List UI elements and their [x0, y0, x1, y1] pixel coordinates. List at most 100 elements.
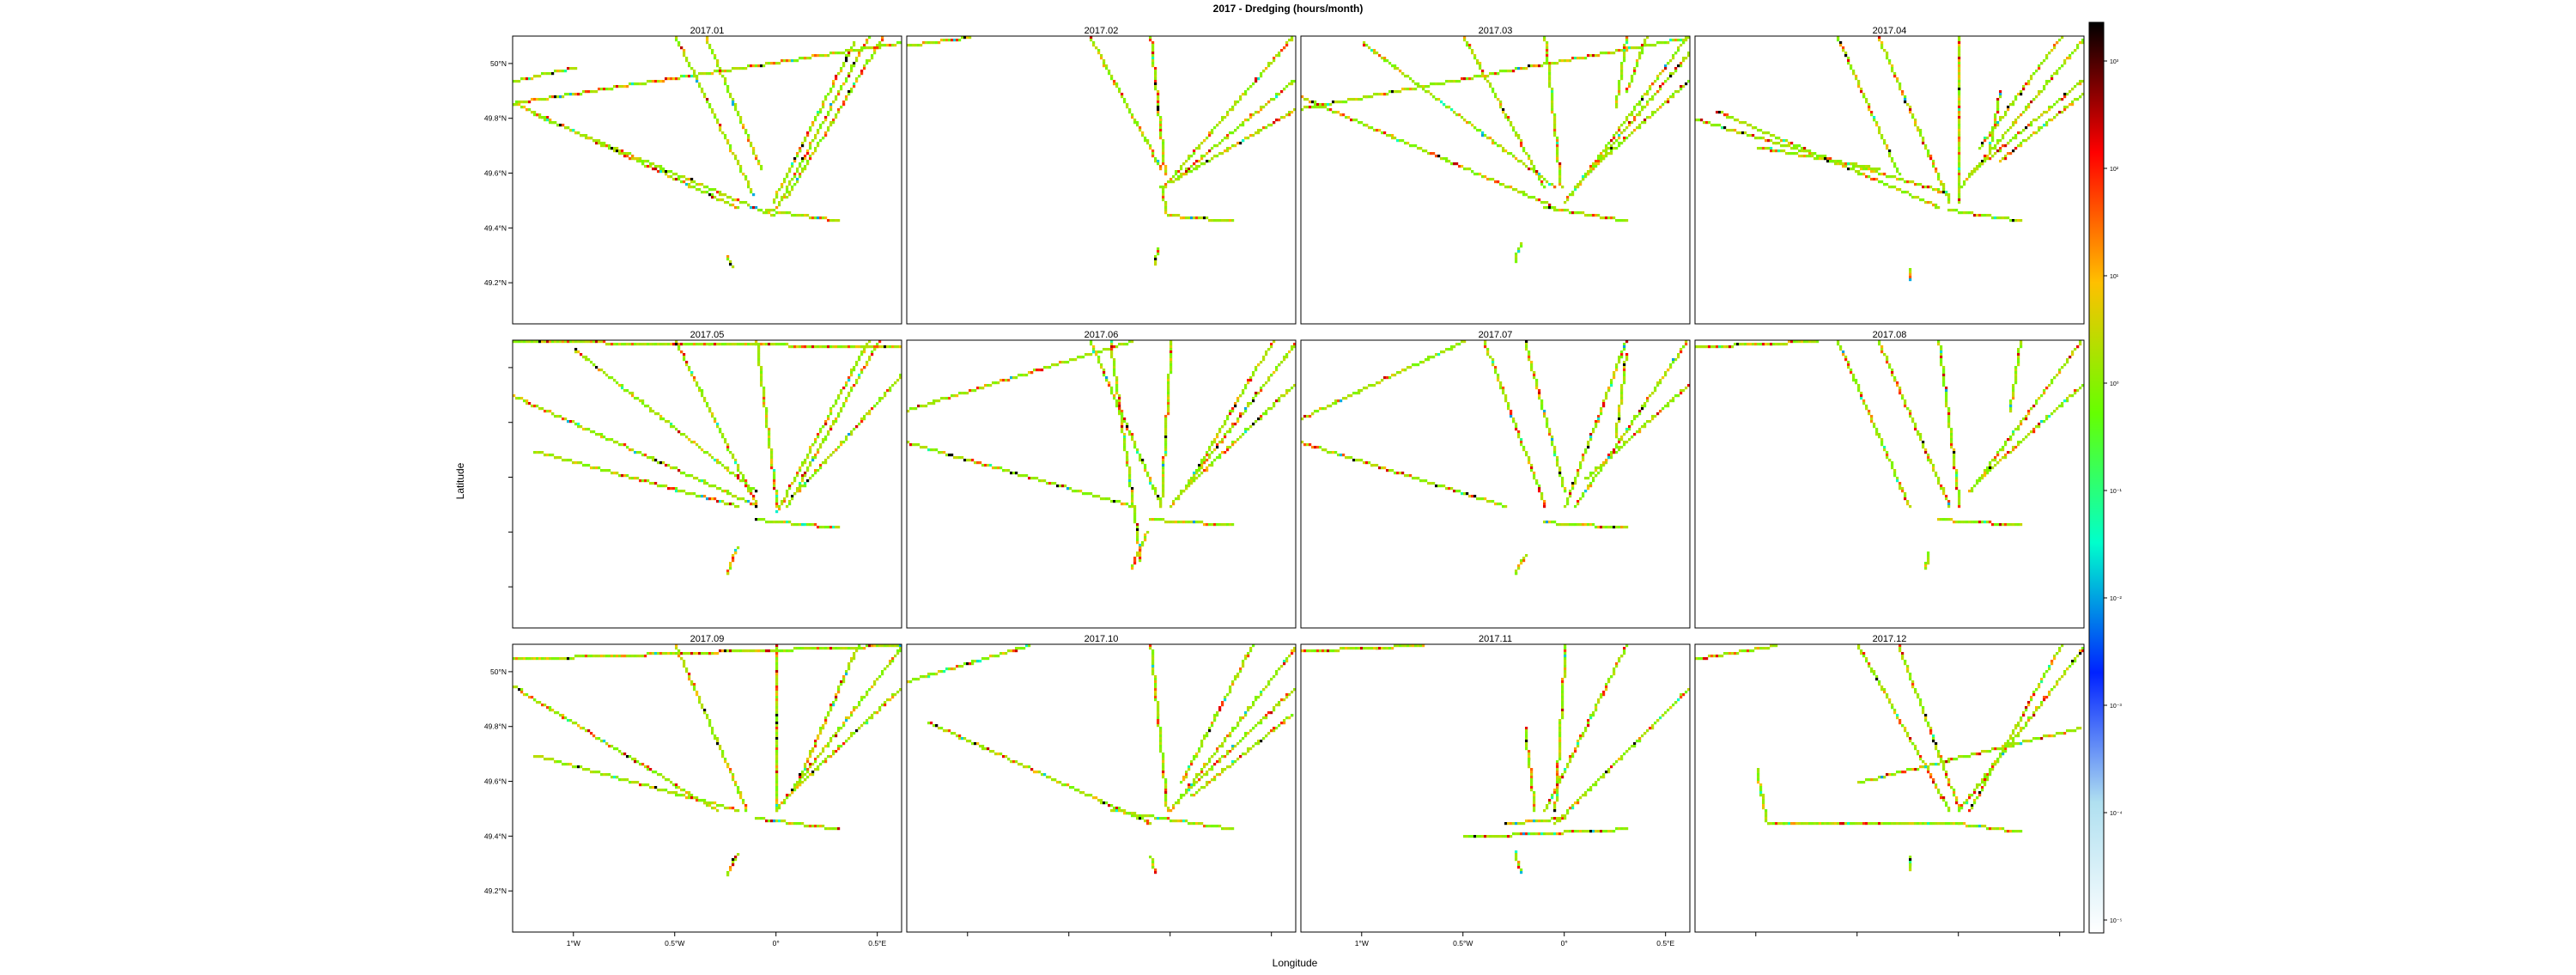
track-cell [1108, 497, 1111, 501]
track-cell [1726, 113, 1729, 117]
track-cell [716, 461, 720, 465]
track-cell [1620, 62, 1624, 65]
track-cell [1932, 466, 1935, 470]
track-cell [1852, 72, 1856, 76]
track-cell [1623, 348, 1626, 351]
track-cell [866, 39, 869, 42]
track-cell [744, 201, 748, 204]
track-cell [1414, 88, 1418, 91]
track-cell [768, 438, 771, 442]
track-cell [829, 219, 833, 222]
track-cell [1592, 214, 1595, 217]
track-cell [1649, 420, 1652, 424]
track-cell [1273, 57, 1276, 60]
track-cell [863, 345, 866, 349]
track-cell [1610, 456, 1613, 460]
track-cell [582, 340, 586, 344]
track-cell [1708, 345, 1711, 349]
track-cell [1940, 487, 1943, 491]
track-cell [1036, 477, 1039, 480]
track-cell [1643, 119, 1647, 122]
track-cell [1126, 451, 1129, 454]
track-cell [1226, 134, 1230, 137]
track-cell [1157, 160, 1160, 163]
track-cell [1942, 492, 1946, 496]
track-cell [1115, 389, 1119, 393]
track-cell [1391, 469, 1394, 472]
track-cell [750, 343, 753, 346]
track-cell [1347, 456, 1351, 460]
track-cell [1883, 448, 1886, 452]
track-cell [696, 77, 699, 81]
track-cell [1852, 376, 1856, 380]
track-cell [1579, 57, 1583, 60]
track-cell [1468, 44, 1472, 47]
track-cell [1154, 67, 1157, 70]
track-cell [1860, 392, 1863, 395]
track-cell [647, 456, 650, 460]
track-cell [2048, 106, 2051, 109]
track-cell [1404, 474, 1407, 478]
track-cell [559, 415, 562, 418]
track-cell [1896, 381, 1899, 385]
track-cell [1546, 521, 1549, 524]
track-cell [793, 214, 797, 217]
track-cell [1870, 168, 1874, 171]
track-cell [1674, 394, 1678, 398]
track-cell [914, 44, 918, 47]
track-cell [1291, 39, 1294, 42]
track-cell [1170, 350, 1173, 354]
track-cell [1625, 116, 1629, 119]
track-cell [1216, 523, 1219, 527]
track-cell [1538, 392, 1541, 395]
track-cell [1605, 52, 1608, 55]
track-cell [1741, 343, 1745, 346]
track-cell [685, 474, 689, 478]
track-cell [940, 39, 944, 42]
track-cell [1149, 482, 1152, 485]
track-cell [541, 340, 544, 344]
track-cell [1893, 72, 1897, 76]
track-cell [531, 405, 534, 408]
track-cell [1340, 454, 1343, 457]
track-cell [1370, 126, 1374, 130]
track-cell [613, 472, 617, 475]
track-cell [1273, 371, 1276, 375]
track-cell [757, 363, 761, 367]
track-cell [1255, 392, 1258, 395]
track-cell [1659, 410, 1662, 413]
track-cell [744, 482, 748, 485]
track-cell [1406, 474, 1410, 478]
track-cell [580, 134, 583, 137]
track-cell [1942, 381, 1946, 385]
track-cell [654, 168, 658, 171]
track-cell [1582, 495, 1585, 498]
track-cell [1780, 149, 1783, 153]
track-cell [1463, 119, 1467, 122]
track-cell [1865, 101, 1868, 104]
track-cell [2032, 72, 2036, 76]
track-cell [554, 340, 557, 344]
track-cell [1986, 214, 1990, 217]
track-cell [760, 168, 763, 171]
track-cell [675, 490, 678, 493]
track-cell [1780, 144, 1783, 148]
track-cell [1376, 93, 1379, 96]
track-cell [827, 433, 830, 436]
track-cell [1185, 160, 1188, 163]
track-cell [1479, 173, 1482, 176]
track-cell [1162, 484, 1165, 488]
track-cell [1321, 106, 1325, 109]
track-cell [1551, 62, 1554, 65]
track-cell [714, 497, 717, 501]
track-cell [1131, 490, 1134, 493]
track-cell [1613, 376, 1616, 380]
track-cell [1391, 374, 1394, 377]
track-cell [1994, 147, 1997, 150]
track-cell [1625, 41, 1629, 45]
track-cell [1095, 495, 1098, 498]
track-cell [855, 381, 859, 385]
track-cell [724, 343, 727, 346]
track-cell [1947, 209, 1951, 212]
track-cell [1249, 134, 1253, 137]
